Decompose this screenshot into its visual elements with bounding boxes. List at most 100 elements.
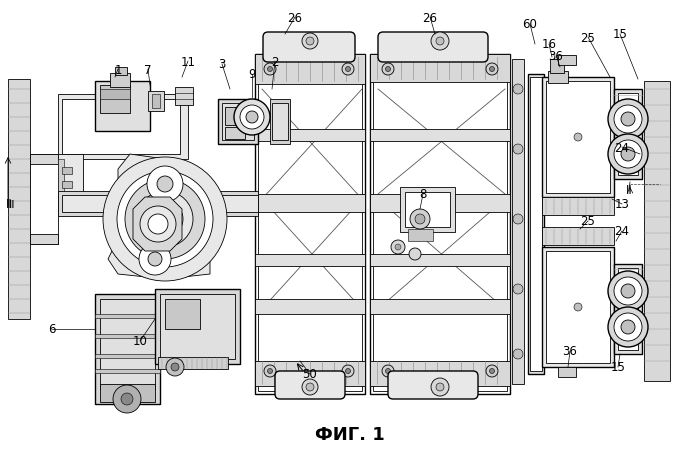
Bar [370, 55, 510, 83]
Circle shape [489, 67, 494, 72]
Circle shape [621, 147, 635, 161]
Bar [373, 58, 507, 391]
Circle shape [268, 368, 273, 374]
Text: 1: 1 [114, 63, 122, 76]
Circle shape [140, 207, 176, 243]
Bar [370, 254, 510, 267]
Bar [370, 55, 510, 394]
Circle shape [513, 85, 523, 95]
Bar [400, 188, 455, 232]
Bar [255, 361, 365, 386]
Circle shape [614, 141, 642, 169]
Circle shape [155, 210, 175, 230]
Bar [165, 299, 200, 329]
Bar [30, 235, 58, 244]
Bar [644, 82, 670, 381]
Bar [8, 80, 30, 319]
Bar [408, 230, 433, 241]
Circle shape [125, 179, 205, 259]
Bar [255, 254, 365, 267]
Text: II: II [9, 199, 15, 210]
Bar [95, 314, 160, 318]
Circle shape [268, 67, 273, 72]
Text: 15: 15 [612, 28, 628, 41]
Circle shape [391, 240, 405, 254]
Bar [30, 155, 58, 165]
Bar [542, 248, 614, 367]
Circle shape [147, 202, 183, 238]
Bar [100, 86, 130, 114]
Bar [225, 108, 245, 126]
Bar [546, 82, 610, 193]
Bar [558, 56, 576, 66]
Polygon shape [133, 198, 182, 252]
Circle shape [614, 106, 642, 133]
Bar [110, 74, 130, 88]
Circle shape [386, 368, 391, 374]
Text: 3: 3 [218, 58, 226, 71]
Text: 25: 25 [581, 215, 596, 228]
Bar [158, 357, 228, 369]
Text: 11: 11 [180, 55, 196, 69]
Bar [255, 299, 365, 314]
Bar [512, 60, 524, 384]
Bar [62, 196, 72, 202]
Circle shape [513, 349, 523, 359]
Circle shape [621, 285, 635, 299]
Bar [58, 155, 83, 210]
Bar [614, 90, 642, 179]
Circle shape [166, 358, 184, 376]
Bar [272, 104, 288, 141]
Circle shape [121, 393, 133, 405]
Circle shape [148, 215, 168, 235]
Circle shape [147, 166, 183, 202]
Circle shape [382, 64, 394, 76]
Text: 9: 9 [248, 69, 256, 81]
Text: 36: 36 [563, 345, 577, 358]
Bar [95, 82, 150, 132]
Circle shape [608, 272, 648, 311]
Circle shape [302, 34, 318, 50]
Text: 50: 50 [303, 368, 317, 381]
Bar [100, 384, 155, 402]
Circle shape [608, 135, 648, 175]
Bar [255, 194, 365, 212]
Bar [548, 72, 568, 84]
Circle shape [103, 158, 227, 281]
FancyBboxPatch shape [275, 371, 345, 399]
Circle shape [608, 100, 648, 140]
Bar [58, 95, 188, 160]
Bar [558, 367, 576, 377]
Bar [62, 196, 258, 212]
Circle shape [614, 277, 642, 305]
Text: II: II [626, 183, 633, 196]
Text: 26: 26 [422, 11, 438, 24]
Bar [255, 55, 365, 85]
Circle shape [306, 383, 314, 391]
Bar [62, 168, 72, 175]
Circle shape [513, 215, 523, 225]
Circle shape [489, 368, 494, 374]
Bar [95, 295, 160, 404]
Circle shape [264, 64, 276, 76]
Circle shape [486, 365, 498, 377]
Text: 24: 24 [614, 225, 630, 238]
Bar [542, 198, 614, 216]
Circle shape [621, 113, 635, 127]
Text: ФИГ. 1: ФИГ. 1 [315, 425, 384, 443]
Bar [370, 130, 510, 142]
Bar [100, 299, 155, 389]
Circle shape [306, 38, 314, 46]
Bar [370, 194, 510, 212]
Circle shape [345, 67, 350, 72]
Circle shape [614, 313, 642, 341]
Circle shape [386, 67, 391, 72]
Bar [62, 100, 180, 155]
Bar [115, 68, 127, 76]
Bar [30, 155, 58, 244]
Bar [95, 334, 160, 338]
Text: 13: 13 [614, 198, 629, 211]
Text: 7: 7 [144, 63, 152, 76]
Circle shape [240, 106, 264, 130]
Bar [370, 299, 510, 314]
